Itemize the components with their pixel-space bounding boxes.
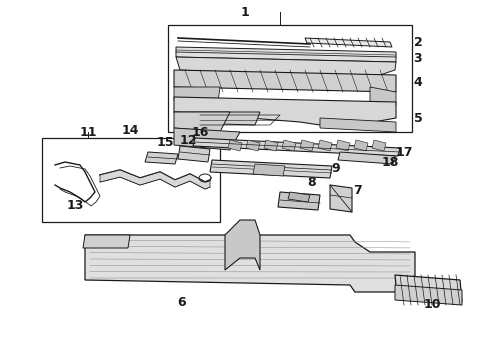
Polygon shape: [174, 70, 396, 92]
Polygon shape: [288, 192, 310, 202]
Polygon shape: [282, 140, 296, 151]
Text: 8: 8: [308, 176, 317, 189]
Text: 10: 10: [423, 298, 441, 311]
Polygon shape: [174, 97, 396, 128]
Text: 6: 6: [178, 296, 186, 309]
Polygon shape: [178, 146, 210, 162]
Text: 11: 11: [79, 126, 97, 139]
Polygon shape: [225, 220, 260, 270]
Polygon shape: [174, 128, 240, 150]
Polygon shape: [320, 118, 396, 132]
Polygon shape: [264, 140, 278, 151]
Text: 2: 2: [414, 36, 422, 49]
Text: 12: 12: [179, 134, 197, 147]
Polygon shape: [395, 275, 462, 302]
Text: 13: 13: [66, 198, 84, 212]
Text: 9: 9: [332, 162, 341, 175]
Polygon shape: [305, 38, 392, 47]
Polygon shape: [354, 140, 368, 151]
Text: 1: 1: [241, 5, 249, 18]
Polygon shape: [210, 160, 332, 178]
Text: 14: 14: [121, 123, 139, 136]
Text: 5: 5: [414, 112, 422, 125]
Text: 17: 17: [395, 145, 413, 158]
Polygon shape: [318, 140, 332, 151]
Polygon shape: [228, 140, 242, 151]
Bar: [168, 25, 412, 132]
Bar: [42, 138, 220, 222]
Text: 7: 7: [354, 184, 363, 197]
Polygon shape: [145, 152, 178, 164]
Polygon shape: [85, 235, 415, 292]
Polygon shape: [246, 140, 260, 151]
Polygon shape: [100, 170, 210, 189]
Polygon shape: [176, 57, 396, 75]
Polygon shape: [370, 87, 396, 105]
Polygon shape: [193, 138, 400, 156]
Polygon shape: [338, 152, 395, 164]
Text: 16: 16: [191, 126, 209, 139]
Polygon shape: [174, 112, 230, 132]
Polygon shape: [336, 140, 350, 151]
Polygon shape: [174, 112, 260, 125]
Text: 15: 15: [156, 135, 174, 149]
Polygon shape: [330, 185, 352, 212]
Text: 4: 4: [414, 76, 422, 89]
Polygon shape: [174, 87, 220, 102]
Polygon shape: [83, 235, 130, 248]
Text: 3: 3: [414, 51, 422, 64]
Polygon shape: [278, 192, 320, 210]
Polygon shape: [176, 47, 396, 62]
Polygon shape: [253, 164, 285, 176]
Polygon shape: [395, 285, 462, 305]
Polygon shape: [300, 140, 314, 151]
Text: 18: 18: [381, 156, 399, 168]
Polygon shape: [372, 140, 386, 151]
